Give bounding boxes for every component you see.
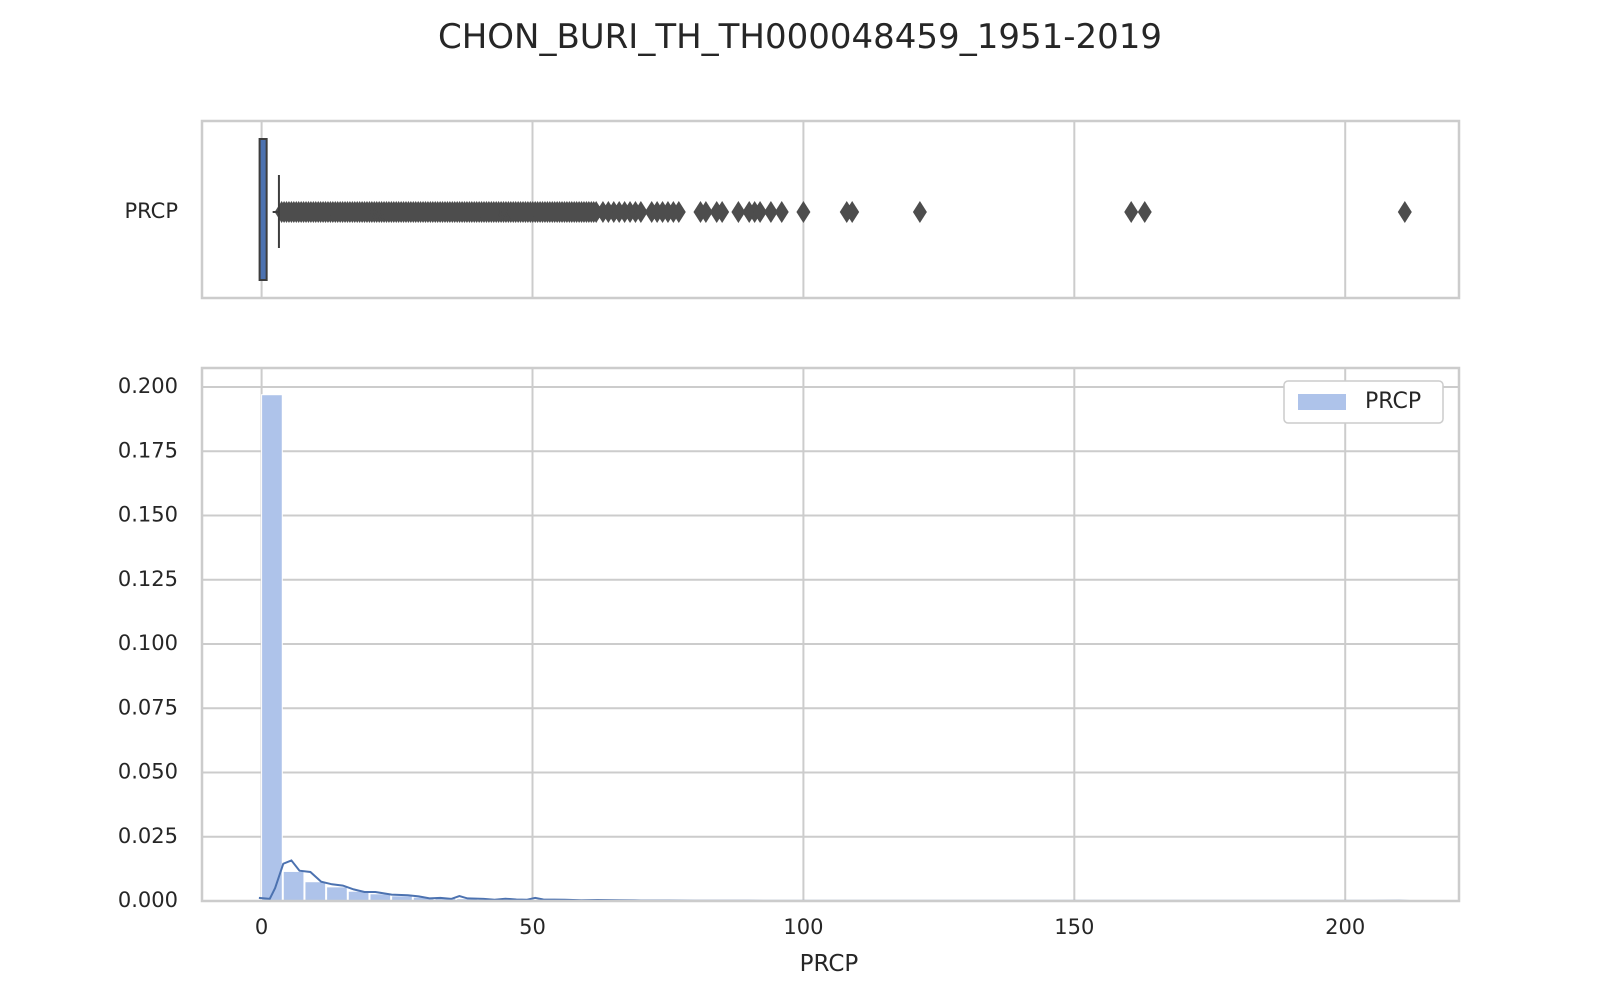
y-tick-label-8: 0.200 [118, 374, 178, 398]
y-tick-label-0: 0.000 [118, 888, 178, 912]
histogram-bar-0 [262, 395, 283, 901]
y-tick-label-1: 0.025 [118, 824, 178, 848]
boxplot-outlier-160 [1398, 201, 1412, 223]
boxplot-iqr-box [260, 139, 267, 280]
x-tick-label-2: 100 [783, 915, 823, 939]
x-tick-label-1: 50 [519, 915, 546, 939]
x-tick-label-4: 200 [1325, 915, 1365, 939]
boxplot-outlier-153 [775, 201, 789, 223]
histogram-bars [262, 395, 694, 901]
legend-swatch [1298, 394, 1346, 410]
legend-entry: PRCP [1365, 389, 1421, 414]
histogram-bar-3 [327, 887, 348, 901]
boxplot-outlier-159 [1138, 201, 1152, 223]
histogram-axes: 0.000 0.025 0.050 0.075 0.100 0.125 0.150 0.175… [118, 368, 1459, 977]
boxplot-box [260, 139, 279, 280]
y-tick-label-2: 0.050 [118, 760, 178, 784]
histogram-bar-1 [283, 871, 304, 901]
boxplot-outliers [275, 201, 1412, 223]
y-tick-label-3: 0.075 [118, 695, 178, 719]
x-tick-labels: 0 50 100 150 200 [255, 915, 1365, 939]
boxplot-outlier-158 [1124, 201, 1138, 223]
y-tick-label-7: 0.175 [118, 438, 178, 462]
boxplot-outlier-154 [796, 201, 810, 223]
histogram-gridlines [202, 368, 1459, 901]
y-tick-label-6: 0.150 [118, 503, 178, 527]
x-axis-label: PRCP [800, 951, 859, 977]
chart-title: CHON_BURI_TH_TH000048459_1951-2019 [438, 17, 1162, 57]
boxplot-outlier-157 [913, 201, 927, 223]
histogram-bar-2 [305, 882, 326, 901]
histogram-frame [202, 368, 1459, 901]
legend: PRCP [1284, 381, 1443, 423]
boxplot-category-label: PRCP [124, 199, 178, 223]
y-tick-labels: 0.000 0.025 0.050 0.075 0.100 0.125 0.150 0.175… [118, 374, 178, 912]
y-tick-label-5: 0.125 [118, 567, 178, 591]
y-tick-label-4: 0.100 [118, 631, 178, 655]
boxplot-axes: PRCP [124, 121, 1459, 298]
x-tick-label-0: 0 [255, 915, 268, 939]
kde-line [259, 860, 1410, 901]
x-tick-label-3: 150 [1054, 915, 1094, 939]
